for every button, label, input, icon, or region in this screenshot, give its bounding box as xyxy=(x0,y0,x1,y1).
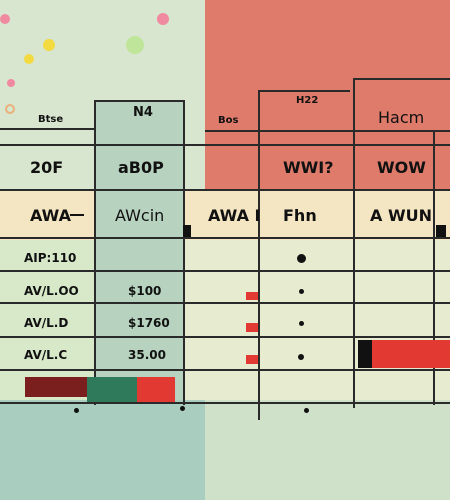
label-col3: AWA I xyxy=(208,206,261,225)
subheader-col2: aB0P xyxy=(118,158,164,177)
grid-line xyxy=(353,78,355,408)
header-col1: Btse xyxy=(38,114,64,125)
decor-dot-pink-2 xyxy=(157,13,169,25)
row-label-3[interactable]: AV/L.D xyxy=(24,316,69,330)
label-col4: Fhn xyxy=(283,206,317,225)
grid-line xyxy=(0,270,450,272)
status-marker xyxy=(246,323,258,332)
status-dot xyxy=(298,354,304,360)
label-col5: A WUN xyxy=(370,206,432,225)
row-value-2: $100 xyxy=(128,284,162,298)
subheader-col5: WOW xyxy=(377,158,426,177)
status-dot xyxy=(299,289,304,294)
first-column xyxy=(0,240,95,400)
grid-line xyxy=(0,189,450,191)
grid-line xyxy=(0,369,450,371)
footer-dot xyxy=(74,408,79,413)
grid-line xyxy=(94,100,96,405)
grid-line xyxy=(0,336,450,338)
footer-dot xyxy=(180,406,185,411)
header-col4: H22 xyxy=(296,95,319,106)
row-value-4: 35.00 xyxy=(128,348,166,362)
status-marker xyxy=(246,292,258,300)
grid-line xyxy=(95,100,185,102)
decor-dot-green xyxy=(126,36,144,54)
grid-line xyxy=(258,90,260,420)
grid-line xyxy=(0,402,450,404)
decor-dot-yellow-1 xyxy=(43,39,55,51)
row-label-4[interactable]: AV/L.C xyxy=(24,348,68,362)
label-col2: AWcin xyxy=(115,206,165,225)
status-dot xyxy=(299,321,304,326)
status-marker xyxy=(183,225,191,237)
bottom-bar-dark[interactable] xyxy=(25,377,87,397)
row-value-3: $1760 xyxy=(128,316,170,330)
grid-line xyxy=(0,302,450,304)
header-col2: N4 xyxy=(133,105,153,120)
grid-line xyxy=(433,130,435,405)
grid-line xyxy=(0,237,450,239)
label-dash xyxy=(70,214,84,216)
header-col3: Bos xyxy=(218,115,239,126)
status-marker xyxy=(246,355,258,364)
highlight-bar-edge xyxy=(358,340,372,368)
row-label-2[interactable]: AV/L.OO xyxy=(24,284,79,298)
bottom-bar-green[interactable] xyxy=(87,377,137,402)
status-marker xyxy=(436,225,446,237)
footer-dot xyxy=(304,408,309,413)
grid-line xyxy=(205,130,450,132)
status-dot xyxy=(297,254,306,263)
header-col5: Hacm xyxy=(378,108,425,127)
label-col1: AWA xyxy=(30,206,71,225)
bottom-bar-red[interactable] xyxy=(137,377,175,402)
grid-line xyxy=(355,78,450,80)
highlight-column xyxy=(95,100,185,400)
highlight-bar[interactable] xyxy=(358,340,450,368)
decor-dot-pink-1 xyxy=(0,14,10,24)
subheader-col4: WWI? xyxy=(283,158,334,177)
grid-line xyxy=(260,90,350,92)
decor-dot-ring xyxy=(5,104,15,114)
header-panel-red xyxy=(205,0,450,190)
left-bottom-panel xyxy=(0,395,205,500)
subheader-col1: 20F xyxy=(30,158,64,177)
grid-line xyxy=(183,100,185,405)
row-label-1[interactable]: AIP:110 xyxy=(24,251,77,265)
grid-line xyxy=(0,128,95,130)
decor-dot-pink-3 xyxy=(7,79,15,87)
grid-line xyxy=(0,144,450,146)
decor-dot-yellow-2 xyxy=(24,54,34,64)
